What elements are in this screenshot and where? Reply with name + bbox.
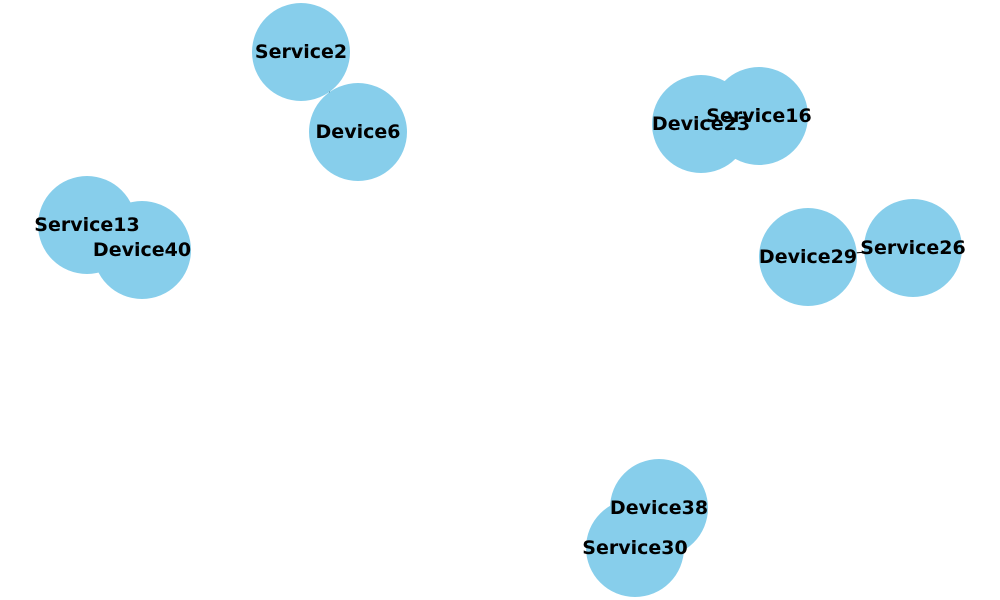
node-label-service16: Service16 [706, 105, 811, 127]
node-label-service30: Service30 [582, 537, 687, 559]
node-device6[interactable] [309, 83, 407, 181]
node-service2[interactable] [252, 3, 350, 101]
node-service30[interactable] [586, 499, 684, 597]
node-label-device6: Device6 [316, 121, 401, 143]
node-device40[interactable] [93, 201, 191, 299]
node-service26[interactable] [864, 199, 962, 297]
node-service16[interactable] [710, 67, 808, 165]
node-label-device23: Device23 [652, 113, 750, 135]
node-label-service26: Service26 [860, 237, 965, 259]
node-label-service13: Service13 [34, 214, 139, 236]
node-device29[interactable] [759, 208, 857, 306]
node-label-service2: Service2 [255, 41, 347, 63]
node-label-device40: Device40 [93, 239, 191, 261]
node-label-device29: Device29 [759, 246, 857, 268]
node-label-device38: Device38 [610, 497, 708, 519]
